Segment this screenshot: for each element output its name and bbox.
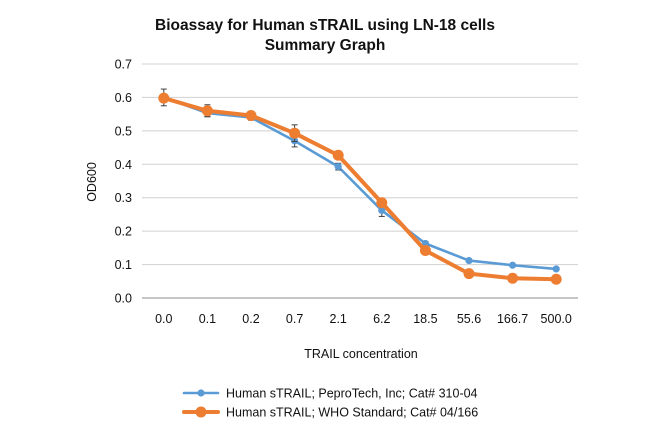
data-point <box>552 265 560 273</box>
series-line <box>162 96 558 271</box>
y-tick-label: 0.7 <box>115 58 132 72</box>
data-point <box>508 261 517 269</box>
y-tick-label: 0.2 <box>115 225 132 239</box>
y-tick-label: 0.1 <box>115 258 132 272</box>
y-axis-label: OD600 <box>85 162 99 202</box>
data-point <box>465 256 473 265</box>
grid <box>142 63 578 299</box>
data-point <box>376 197 388 209</box>
y-tick-labels: 0.0 0.1 0.2 0.3 0.4 0.5 0.6 0.7 <box>115 58 132 306</box>
x-tick-label: 55.6 <box>457 312 481 326</box>
x-tick-label: 500.0 <box>541 312 572 326</box>
y-tick-label: 0.4 <box>115 158 132 172</box>
x-tick-label: 0.1 <box>199 312 216 326</box>
legend-swatch-marker <box>195 406 207 418</box>
data-point <box>378 206 386 215</box>
data-point <box>245 109 257 121</box>
chart-title-line-2: Summary Graph <box>265 37 386 54</box>
data-point <box>550 273 562 285</box>
y-tick-label: 0.3 <box>115 191 132 205</box>
data-point <box>419 245 431 257</box>
data-point <box>201 105 213 117</box>
x-tick-label: 0.0 <box>155 312 172 326</box>
y-tick-label: 0.6 <box>115 91 132 105</box>
legend: Human sTRAIL; PeproTech, Inc; Cat# 310-0… <box>182 387 478 420</box>
data-point <box>463 268 475 280</box>
chart-title-line-1: Bioassay for Human sTRAIL using LN-18 ce… <box>155 17 495 34</box>
series-2 <box>158 92 562 285</box>
x-tick-label: 6.2 <box>373 312 390 326</box>
y-tick-label: 0.0 <box>115 292 132 306</box>
data-point <box>421 239 429 248</box>
series <box>158 88 562 285</box>
data-point <box>507 272 519 284</box>
x-tick-label: 18.5 <box>413 312 437 326</box>
legend-label: Human sTRAIL; WHO Standard; Cat# 04/166 <box>226 406 478 420</box>
data-point <box>289 127 301 139</box>
data-point <box>334 163 342 171</box>
series-line <box>161 96 559 282</box>
data-point <box>158 92 170 104</box>
x-tick-label: 2.1 <box>330 312 347 326</box>
legend-item-1: Human sTRAIL; PeproTech, Inc; Cat# 310-0… <box>182 387 478 401</box>
data-point <box>332 149 344 161</box>
legend-label: Human sTRAIL; PeproTech, Inc; Cat# 310-0… <box>226 387 478 401</box>
x-axis-label: TRAIL concentration <box>304 347 418 361</box>
legend-item-2: Human sTRAIL; WHO Standard; Cat# 04/166 <box>182 406 478 420</box>
x-tick-label: 0.7 <box>286 312 303 326</box>
y-tick-label: 0.5 <box>115 124 132 138</box>
legend-swatch-marker <box>197 389 205 397</box>
x-tick-label: 166.7 <box>497 312 528 326</box>
x-tick-label: 0.2 <box>242 312 259 326</box>
x-tick-labels: 0.0 0.1 0.2 0.7 2.1 6.2 18.5 55.6 166.7 500.0 <box>155 312 572 326</box>
